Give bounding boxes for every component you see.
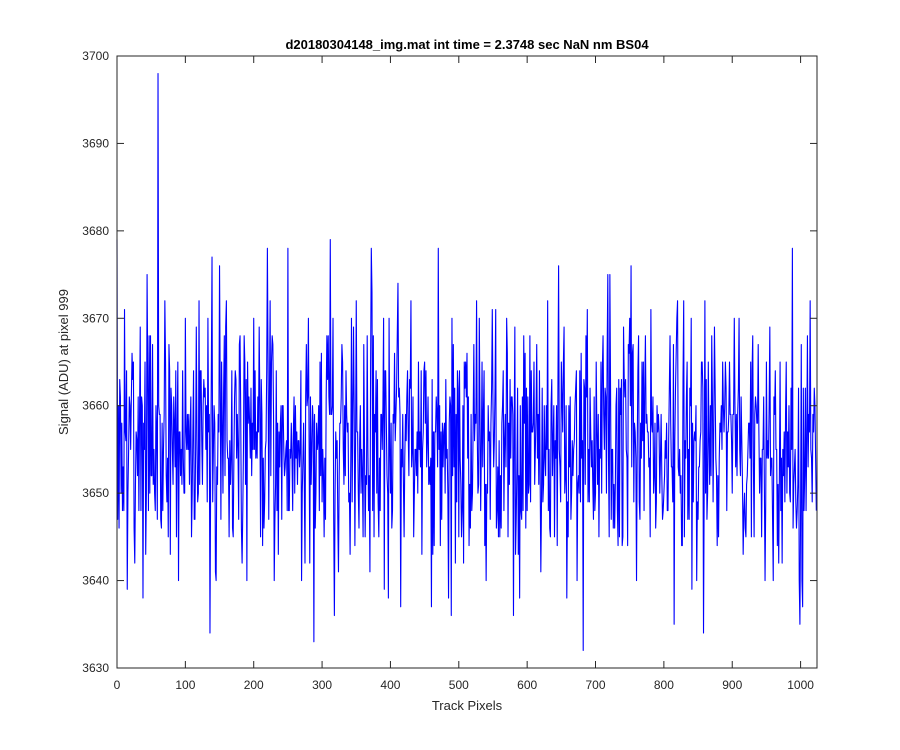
plot-box: [116, 55, 818, 669]
y-tick-label: 3630: [82, 661, 109, 675]
series-layer: [116, 72, 817, 652]
x-tick-label: 400: [380, 678, 400, 692]
x-tick-label: 700: [586, 678, 606, 692]
y-tick-label: 3670: [82, 311, 109, 325]
chart-title: d20180304148_img.mat int time = 2.3748 s…: [285, 37, 649, 52]
x-tick-label: 900: [722, 678, 742, 692]
x-tick-label: 0: [114, 678, 121, 692]
y-tick-label: 3640: [82, 574, 109, 588]
x-tick-label: 600: [517, 678, 537, 692]
y-tick-label: 3680: [82, 224, 109, 238]
x-tick-label: 300: [312, 678, 332, 692]
y-tick-label: 3650: [82, 486, 109, 500]
y-tick-label: 3700: [82, 49, 109, 63]
y-axis-ticks: 3630 3640 3650 3660 3670 3680 3690 3700: [82, 49, 817, 675]
x-tick-label: 100: [175, 678, 195, 692]
x-axis-ticks: 0 100 200 300 400 500 600 700 800 900 1000: [114, 56, 814, 692]
y-axis-label: Signal (ADU) at pixel 999: [56, 289, 71, 435]
y-tick-label: 3660: [82, 399, 109, 413]
x-tick-label: 800: [654, 678, 674, 692]
x-axis-label: Track Pixels: [432, 698, 503, 713]
y-tick-label: 3690: [82, 136, 109, 150]
x-tick-label: 500: [449, 678, 469, 692]
x-tick-label: 1000: [787, 678, 814, 692]
x-tick-label: 200: [244, 678, 264, 692]
signal-series-line: [116, 72, 817, 652]
